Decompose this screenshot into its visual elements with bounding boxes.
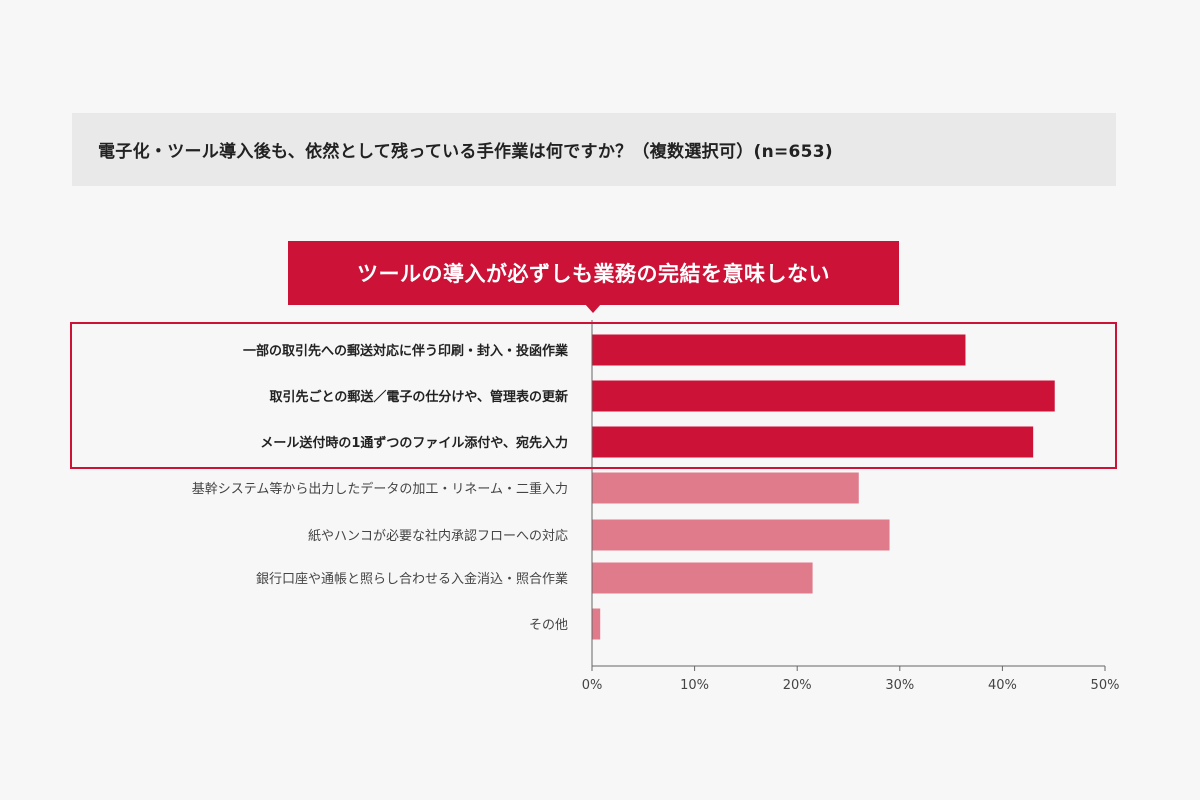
x-tick-label: 50% bbox=[1091, 678, 1120, 693]
category-label: 一部の取引先への郵送対応に伴う印刷・封入・投函作業 bbox=[243, 343, 569, 359]
bar bbox=[592, 519, 890, 551]
x-tick-label: 10% bbox=[680, 678, 709, 693]
callout-pointer bbox=[584, 303, 602, 313]
category-label: 紙やハンコが必要な社内承認フローへの対応 bbox=[308, 528, 568, 544]
callout-banner: ツールの導入が必ずしも業務の完結を意味しない bbox=[288, 241, 899, 305]
highlight-box bbox=[70, 322, 1117, 469]
category-label: 取引先ごとの郵送／電子の仕分けや、管理表の更新 bbox=[270, 389, 568, 405]
x-tick-label: 30% bbox=[885, 678, 914, 693]
bar bbox=[592, 380, 1055, 412]
question-banner: 電子化・ツール導入後も、依然として残っている手作業は何ですか？（複数選択可）(n… bbox=[72, 113, 1116, 186]
question-title: 電子化・ツール導入後も、依然として残っている手作業は何ですか？（複数選択可）(n… bbox=[98, 142, 833, 162]
bar bbox=[592, 562, 813, 594]
category-label: 銀行口座や通帳と照らし合わせる入金消込・照合作業 bbox=[256, 571, 568, 587]
category-label: 基幹システム等から出力したデータの加工・リネーム・二重入力 bbox=[192, 481, 568, 497]
bar bbox=[592, 472, 859, 504]
bar bbox=[592, 334, 966, 366]
bar bbox=[592, 608, 601, 640]
category-label: その他 bbox=[529, 618, 568, 633]
x-tick-label: 40% bbox=[988, 678, 1017, 693]
x-tick-label: 20% bbox=[783, 678, 812, 693]
category-label: メール送付時の1通ずつのファイル添付や、宛先入力 bbox=[260, 435, 568, 451]
x-tick-label: 0% bbox=[582, 678, 603, 693]
callout-text: ツールの導入が必ずしも業務の完結を意味しない bbox=[357, 262, 830, 286]
bar bbox=[592, 426, 1034, 458]
